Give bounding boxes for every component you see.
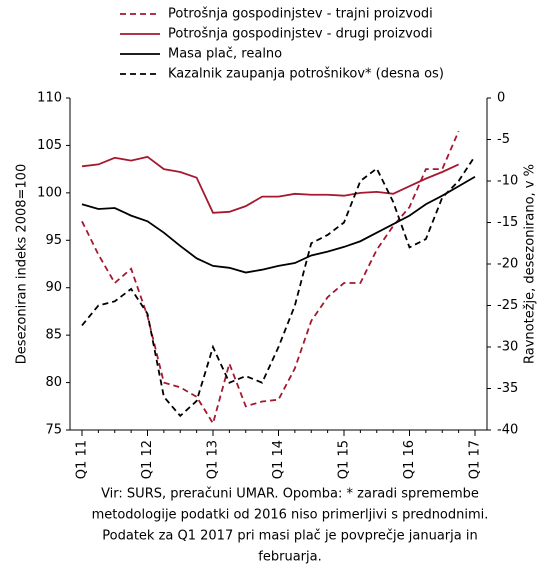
y-tick-label: 100 <box>37 185 62 200</box>
y2-tick-label: -15 <box>497 215 518 230</box>
series-line <box>81 155 460 214</box>
y2-tick-label: -5 <box>497 132 510 147</box>
source-note: februarja. <box>258 550 321 565</box>
source-note: Podatek za Q1 2017 pri masi plač je povp… <box>102 529 477 544</box>
y2-tick-label: -30 <box>497 340 518 355</box>
y2-tick-label: -40 <box>497 423 518 438</box>
y-tick-label: 95 <box>45 233 62 248</box>
source-note: metodologije podatki od 2016 niso primer… <box>92 508 489 523</box>
y2-tick-label: -10 <box>497 174 518 189</box>
legend-label: Kazalnik zaupanja potrošnikov* (desna os… <box>168 67 444 82</box>
series-line <box>81 130 460 426</box>
series-line <box>81 155 476 418</box>
y2-tick-label: -25 <box>497 298 518 313</box>
x-tick-label: Q1 13 <box>206 440 221 479</box>
legend-label: Potrošnja gospodinjstev - trajni proizvo… <box>168 7 433 22</box>
y2-tick-label: 0 <box>497 91 505 106</box>
legend-label: Masa plač, realno <box>168 47 282 62</box>
y2-tick-label: -20 <box>497 257 518 272</box>
y-tick-label: 80 <box>45 375 62 390</box>
series-line <box>81 175 476 274</box>
source-note: Vir: SURS, preračuni UMAR. Opomba: * zar… <box>101 487 479 502</box>
legend-label: Potrošnja gospodinjstev - drugi proizvod… <box>168 27 433 42</box>
y-tick-label: 105 <box>37 138 62 153</box>
y-tick-label: 90 <box>45 280 62 295</box>
y-axis-title: Desezoniran indeks 2008=100 <box>15 164 30 364</box>
y-tick-label: 85 <box>45 328 62 343</box>
y2-tick-label: -35 <box>497 381 518 396</box>
x-tick-label: Q1 11 <box>75 440 90 479</box>
y-tick-label: 110 <box>37 91 62 106</box>
x-tick-label: Q1 15 <box>337 440 352 479</box>
x-tick-label: Q1 17 <box>468 440 483 479</box>
x-tick-label: Q1 12 <box>140 440 155 479</box>
y2-axis-title: Ravnotežje, desezonirano, v % <box>523 164 538 364</box>
x-tick-label: Q1 14 <box>271 440 286 479</box>
y-tick-label: 75 <box>45 423 62 438</box>
x-tick-label: Q1 16 <box>402 440 417 479</box>
